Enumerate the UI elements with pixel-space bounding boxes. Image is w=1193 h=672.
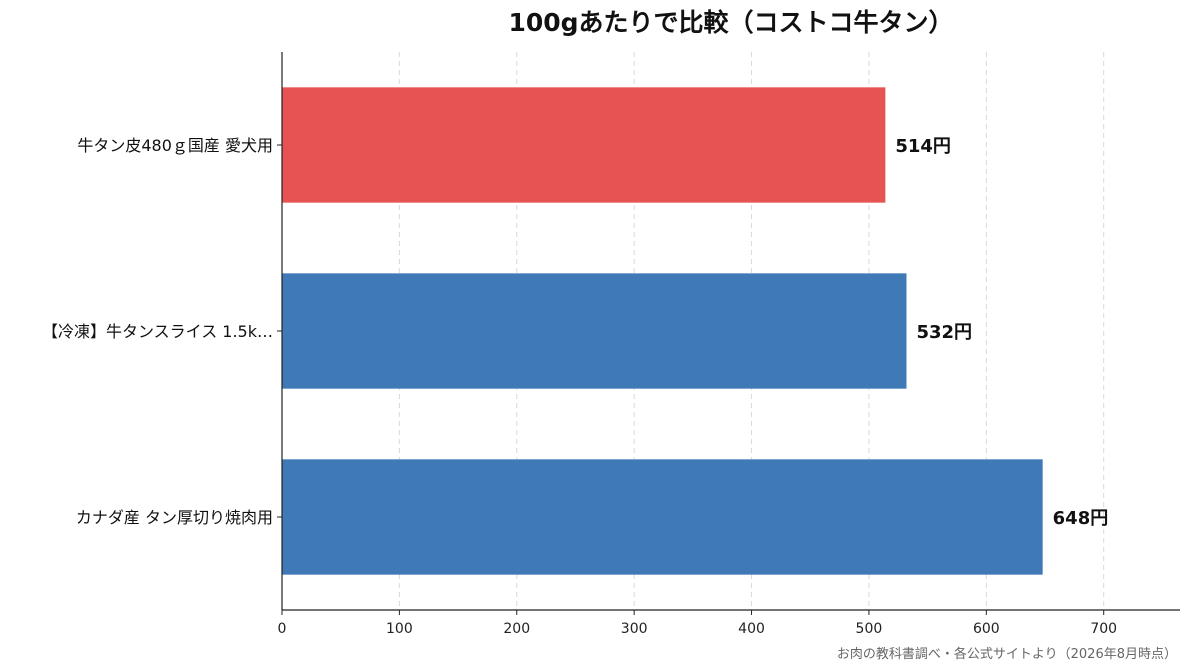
labels: 0 100 200 300 400 500 600 700 牛タン皮480ｇ国産 愛犬用 514円…: [42, 136, 1117, 637]
bar-1: [282, 87, 886, 203]
x-tick-label-0: 0: [278, 621, 287, 637]
bars: [282, 87, 1043, 575]
data-label-3: 648円: [1053, 508, 1109, 529]
x-tick-label-200: 200: [503, 621, 530, 637]
data-label-1: 514円: [895, 136, 951, 157]
x-tick-label-100: 100: [386, 621, 413, 637]
source-note: お肉の教科書調べ・各公式サイトより（2026年8月時点）: [836, 647, 1177, 662]
x-tick-label-600: 600: [973, 621, 1000, 637]
data-label-2: 532円: [916, 322, 972, 343]
category-label-2: 【冷凍】牛タンスライス 1.5k…: [42, 322, 273, 341]
axes: [277, 52, 1180, 615]
x-tick-label-400: 400: [738, 621, 765, 637]
bar-2: [282, 273, 907, 389]
category-label-3: カナダ産 タン厚切り焼肉用: [76, 508, 273, 527]
chart-title: 100gあたりで比較（コストコ牛タン）: [508, 8, 954, 37]
x-tick-label-700: 700: [1090, 621, 1117, 637]
category-label-1: 牛タン皮480ｇ国産 愛犬用: [77, 136, 273, 155]
bar-3: [282, 459, 1043, 575]
x-tick-label-300: 300: [621, 621, 648, 637]
x-tick-label-500: 500: [856, 621, 883, 637]
